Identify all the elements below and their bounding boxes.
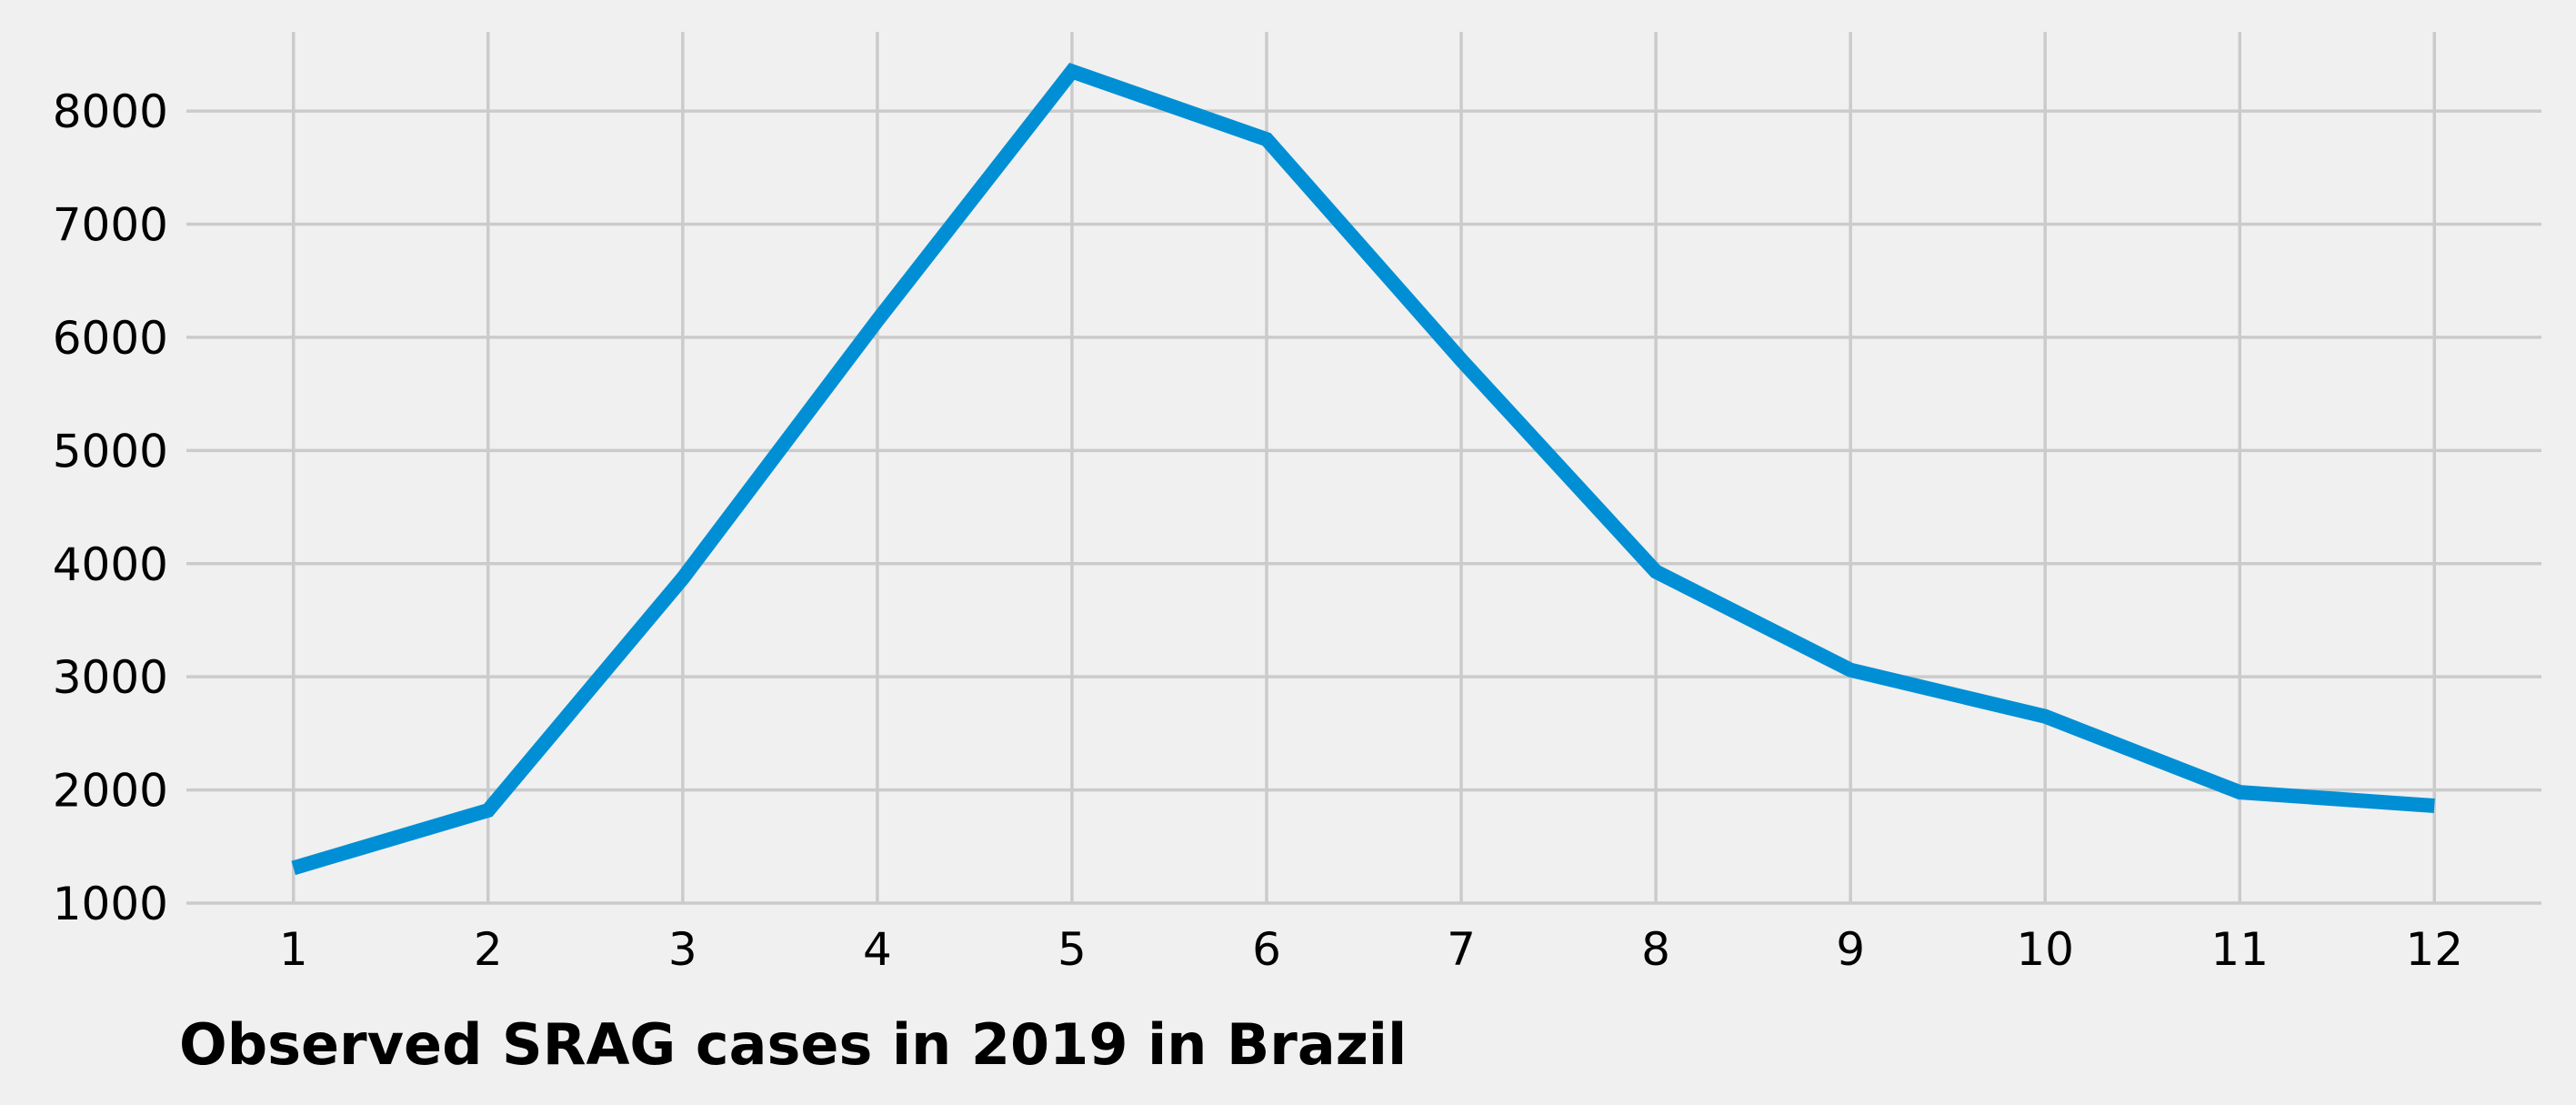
x-tick-label: 5 [1057,923,1087,976]
x-tick-labels: 1 2 3 4 5 6 7 8 9 10 11 12 [279,923,2463,976]
chart-title: Observed SRAG cases in 2019 in Brazil [179,1011,1407,1078]
y-tick-label: 2000 [53,765,168,818]
y-tick-label: 8000 [53,85,168,138]
y-tick-label: 1000 [53,878,168,930]
x-tick-label: 1 [279,923,308,976]
y-tick-label: 7000 [53,199,168,252]
x-tick-label: 2 [474,923,503,976]
x-tick-label: 3 [668,923,697,976]
series-lines [291,63,2435,876]
y-tick-labels: 1000 2000 3000 4000 5000 6000 7000 8000 [53,85,168,930]
grid-lines [186,32,2541,905]
y-tick-label: 5000 [53,425,168,477]
series-line [291,63,2435,876]
x-tick-label: 12 [2405,923,2463,976]
y-tick-label: 6000 [53,312,168,365]
y-tick-label: 3000 [53,651,168,704]
y-tick-label: 4000 [53,538,168,591]
x-tick-label: 11 [2210,923,2269,976]
x-tick-label: 8 [1641,923,1670,976]
x-tick-label: 10 [2016,923,2074,976]
x-tick-label: 6 [1252,923,1281,976]
x-tick-label: 7 [1447,923,1476,976]
x-tick-label: 4 [863,923,892,976]
x-tick-label: 9 [1836,923,1865,976]
